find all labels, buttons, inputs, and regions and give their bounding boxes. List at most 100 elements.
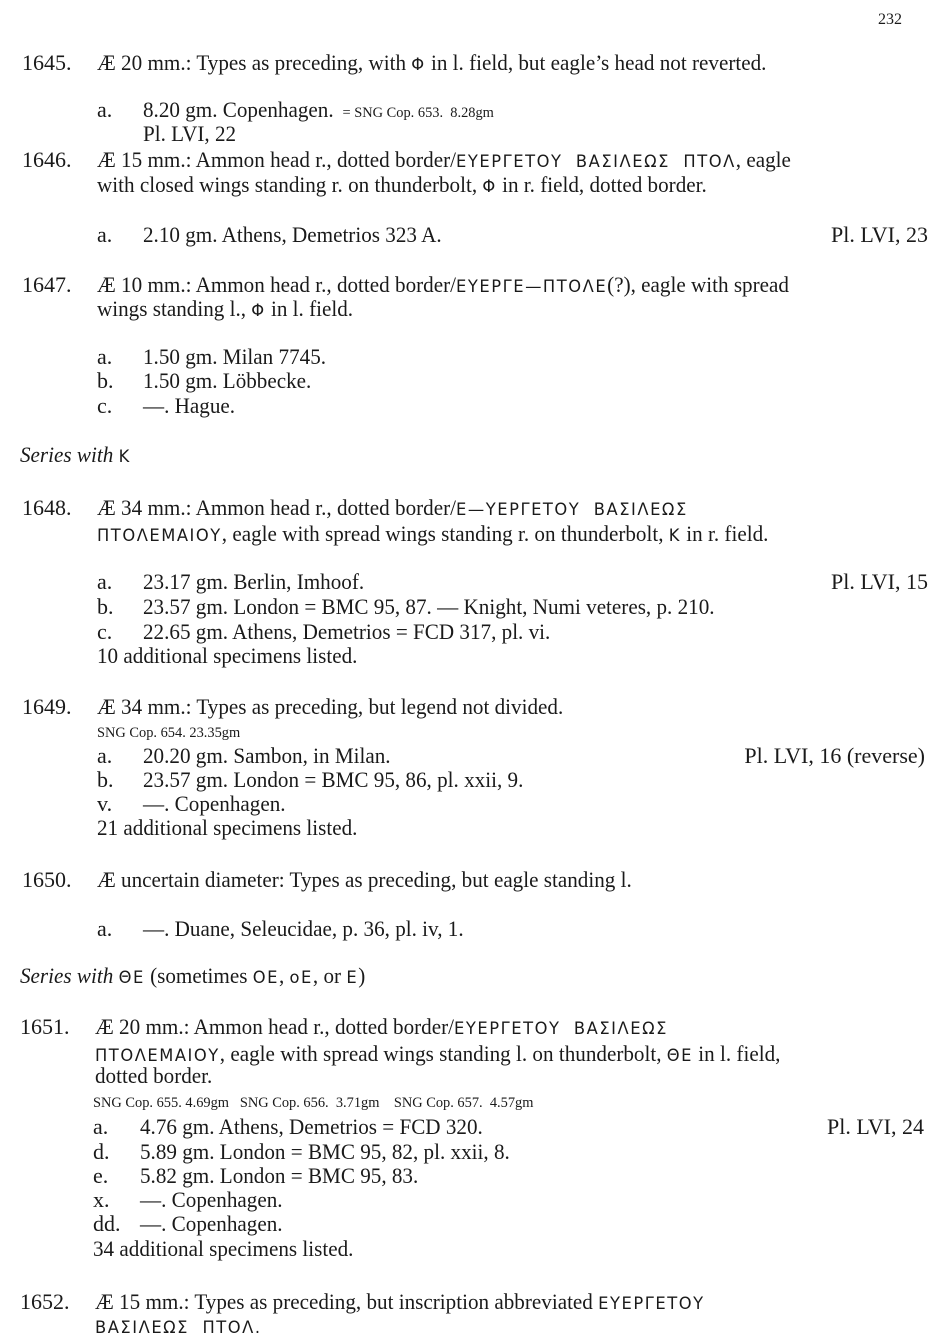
text-segment: Æ 15 mm.: Types as preceding, but inscri… (95, 1289, 599, 1314)
line-entry: 1649. Æ 34 mm.: Types as preceding, but l… (0, 694, 944, 720)
specimen-letter: a. (97, 97, 113, 122)
text-segment: —. Duane, Seleucidae, p. 36, pl. iv, 1. (143, 916, 464, 941)
greek-legend: Ε—ΥΕΡΓΕΤΟΥ ΒΑΣΙΛΕΩΣ (456, 500, 688, 520)
specimen-letter: a. (97, 743, 113, 768)
line-text: 22.65 gm. Athens, Demetrios = FCD 317, p… (143, 619, 550, 645)
line-text: Series with ΘΕ (sometimes ΟΕ, οΕ, or Ε) (20, 963, 365, 991)
line-text: 23.57 gm. London = BMC 95, 87. — Knight,… (143, 594, 715, 620)
line-item: a. 8.20 gm. Copenhagen. = SNG Cop. 653. 8… (0, 97, 944, 123)
line-entry-cont: ΒΑΣΙΛΕΩΣ ΠΤΟΛ. (0, 1313, 944, 1339)
line-text: Æ 34 mm.: Types as preceding, but legend… (97, 694, 563, 720)
text-segment: Æ 34 mm.: Types as preceding, but legend… (97, 694, 564, 719)
text-segment: 34 additional specimens listed. (93, 1236, 354, 1261)
text-segment: Series with (20, 442, 119, 467)
line-item: a. 1.50 gm. Milan 7745. (0, 344, 944, 370)
line-text: 20.20 gm. Sambon, in Milan. (143, 743, 391, 769)
line-text: —. Copenhagen. (140, 1211, 283, 1237)
line-text: 23.57 gm. London = BMC 95, 86, pl. xxii,… (143, 767, 523, 793)
greek-legend: Φ (251, 301, 266, 321)
line-item: dd. —. Copenhagen. (0, 1211, 944, 1237)
text-segment: with closed wings standing r. on thunder… (97, 172, 483, 197)
text-segment: Æ 20 mm.: Ammon head r., dotted border/ (95, 1014, 455, 1039)
sng-reference: SNG Cop. 654. 23.35gm (97, 725, 241, 741)
line-text: Æ 34 mm.: Ammon head r., dotted border/Ε… (97, 495, 688, 523)
text-segment: dotted border. (95, 1063, 213, 1088)
line-text: wings standing l., Φ in l. field. (97, 296, 353, 324)
line-item: e. 5.82 gm. London = BMC 95, 83. (0, 1163, 944, 1189)
greek-legend: ΕΥΕΡΓΕ—ΠΤΟΛΕ (456, 277, 608, 297)
line-entry-cont: ΠΤΟΛΕΜΑΙΟΥ, eagle with spread wings stan… (0, 521, 944, 547)
line-item: b. 1.50 gm. Löbbecke. (0, 368, 944, 394)
text-segment: (sometimes (144, 963, 253, 988)
specimen-letter: b. (97, 767, 114, 792)
line-entry: 1651. Æ 20 mm.: Ammon head r., dotted bor… (0, 1014, 944, 1040)
line-item: c. 22.65 gm. Athens, Demetrios = FCD 317,… (0, 619, 944, 645)
specimen-letter: a. (93, 1114, 109, 1139)
page-number: 232 (878, 11, 902, 28)
line-text: 1.50 gm. Löbbecke. (143, 368, 311, 394)
entry-number: 1651. (20, 1014, 70, 1039)
specimen-letter: b. (97, 368, 114, 393)
line-text: 2.10 gm. Athens, Demetrios 323 A. (143, 222, 442, 248)
line-text: Æ 20 mm.: Types as preceding, with Φ in … (97, 50, 766, 78)
line-text: ΒΑΣΙΛΕΩΣ ΠΤΟΛ. (95, 1313, 262, 1341)
text-segment: —. Hague. (143, 393, 236, 418)
text-segment: in l. field, but eagle’s head not revert… (425, 50, 767, 75)
specimen-letter: a. (97, 916, 113, 941)
specimen-letter: c. (97, 393, 113, 418)
text-segment: 23.57 gm. London = BMC 95, 86, pl. xxii,… (143, 767, 524, 792)
specimen-letter: b. (97, 594, 114, 619)
text-segment: , eagle with spread wings standing l. on… (219, 1041, 667, 1066)
specimen-letter: e. (93, 1163, 109, 1188)
text-segment: 20.20 gm. Sambon, in Milan. (143, 743, 391, 768)
text-segment: , or (312, 963, 347, 988)
line-text: 10 additional specimens listed. (97, 643, 357, 669)
plate-reference: Pl. LVI, 15 (831, 569, 928, 594)
line-item: c. —. Hague. (0, 393, 944, 419)
text-segment: 8.20 gm. Copenhagen. (143, 97, 339, 122)
greek-legend: ΒΑΣΙΛΕΩΣ ΠΤΟΛ. (95, 1318, 262, 1338)
text-segment: —. Copenhagen. (140, 1187, 283, 1212)
plate-reference: Pl. LVI, 16 (reverse) (744, 743, 925, 768)
line-text: Pl. LVI, 22 (143, 121, 236, 147)
entry-number: 1650. (22, 867, 72, 892)
greek-legend: ΘΕ (666, 1046, 694, 1066)
specimen-letter: dd. (93, 1211, 121, 1236)
line-entry: 1647. Æ 10 mm.: Ammon head r., dotted bor… (0, 272, 944, 298)
line-text: ΠΤΟΛΕΜΑΙΟΥ, eagle with spread wings stan… (95, 1041, 780, 1069)
greek-legend: Κ (668, 526, 682, 546)
line-heading: Series with ΘΕ (sometimes ΟΕ, οΕ, or Ε) (0, 963, 944, 989)
greek-legend: Ε (346, 968, 359, 988)
line-text: SNG Cop. 654. 23.35gm (97, 717, 240, 746)
entry-number: 1647. (22, 272, 72, 297)
line-text: with closed wings standing r. on thunder… (97, 172, 707, 200)
line-item: b. 23.57 gm. London = BMC 95, 86, pl. xxi… (0, 767, 944, 793)
entry-number: 1652. (20, 1289, 70, 1314)
specimen-letter: v. (97, 791, 113, 816)
text-segment: 2.10 gm. Athens, Demetrios 323 A. (143, 222, 442, 247)
line-entry-cont: ΠΤΟΛΕΜΑΙΟΥ, eagle with spread wings stan… (0, 1041, 944, 1067)
line-text: Series with Κ (20, 442, 131, 470)
line-heading: Series with Κ (0, 442, 944, 468)
line-text: 8.20 gm. Copenhagen. = SNG Cop. 653. 8.2… (143, 97, 494, 126)
text-segment: Pl. LVI, 22 (143, 121, 237, 146)
greek-legend: ΕΥΕΡΓΕΤΟΥ ΒΑΣΙΛΕΩΣ ΠΤΟΛ (456, 152, 736, 172)
line-item: b. 23.57 gm. London = BMC 95, 87. — Knigh… (0, 594, 944, 620)
line-item: a. 23.17 gm. Berlin, Imhoof. Pl. LVI, 15 (0, 569, 944, 595)
greek-legend: ΠΤΟΛΕΜΑΙΟΥ (97, 526, 222, 546)
text-segment: —. Copenhagen. (140, 1211, 283, 1236)
greek-legend: Κ (118, 447, 131, 467)
entry-number: 1646. (22, 147, 72, 172)
line-item: a. —. Duane, Seleucidae, p. 36, pl. iv, 1… (0, 916, 944, 942)
line-text: dotted border. (95, 1063, 212, 1089)
line-text: —. Duane, Seleucidae, p. 36, pl. iv, 1. (143, 916, 464, 942)
greek-legend: Φ (482, 177, 497, 197)
text-segment: 1.50 gm. Milan 7745. (143, 344, 327, 369)
line-text: —. Copenhagen. (143, 791, 286, 817)
line-text: 5.82 gm. London = BMC 95, 83. (140, 1163, 418, 1189)
text-segment: 4.76 gm. Athens, Demetrios = FCD 320. (140, 1114, 483, 1139)
line-entry: 1648. Æ 34 mm.: Ammon head r., dotted bor… (0, 495, 944, 521)
specimen-letter: a. (97, 569, 113, 594)
text-segment: 10 additional specimens listed. (97, 643, 358, 668)
plate-reference: Pl. LVI, 24 (827, 1114, 924, 1139)
